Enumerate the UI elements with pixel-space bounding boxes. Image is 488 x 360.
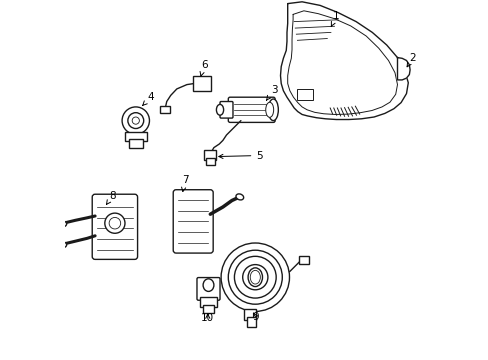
- FancyBboxPatch shape: [204, 150, 216, 160]
- FancyBboxPatch shape: [125, 132, 146, 141]
- FancyBboxPatch shape: [173, 190, 213, 253]
- Ellipse shape: [236, 194, 243, 200]
- FancyBboxPatch shape: [244, 309, 256, 320]
- Circle shape: [122, 107, 149, 134]
- Ellipse shape: [250, 270, 260, 284]
- Circle shape: [242, 265, 267, 290]
- Polygon shape: [280, 2, 407, 120]
- Text: 2: 2: [406, 53, 415, 67]
- FancyBboxPatch shape: [247, 317, 256, 327]
- Ellipse shape: [247, 268, 262, 287]
- FancyBboxPatch shape: [220, 102, 232, 118]
- Circle shape: [221, 243, 289, 311]
- Text: 8: 8: [106, 191, 116, 204]
- FancyBboxPatch shape: [92, 194, 137, 259]
- Text: 3: 3: [266, 85, 277, 100]
- Circle shape: [127, 113, 143, 129]
- Ellipse shape: [59, 242, 66, 248]
- Text: 9: 9: [251, 312, 258, 322]
- Text: 6: 6: [200, 60, 207, 76]
- FancyBboxPatch shape: [205, 158, 214, 165]
- Text: 5: 5: [219, 150, 263, 161]
- Ellipse shape: [265, 102, 273, 117]
- Circle shape: [104, 213, 125, 233]
- FancyBboxPatch shape: [200, 297, 216, 307]
- Text: 10: 10: [201, 312, 214, 323]
- FancyBboxPatch shape: [193, 76, 211, 91]
- Circle shape: [228, 250, 282, 304]
- FancyBboxPatch shape: [128, 139, 142, 148]
- Ellipse shape: [216, 104, 223, 115]
- FancyBboxPatch shape: [228, 97, 275, 122]
- Circle shape: [109, 217, 121, 229]
- FancyBboxPatch shape: [298, 256, 308, 264]
- Ellipse shape: [59, 221, 66, 227]
- Text: 7: 7: [181, 175, 188, 192]
- Polygon shape: [397, 58, 409, 80]
- Text: 4: 4: [142, 92, 154, 105]
- FancyBboxPatch shape: [160, 106, 169, 113]
- FancyBboxPatch shape: [197, 278, 220, 300]
- Circle shape: [234, 256, 276, 298]
- Circle shape: [132, 117, 139, 124]
- Ellipse shape: [203, 279, 213, 292]
- FancyBboxPatch shape: [203, 305, 214, 313]
- Text: 1: 1: [330, 11, 339, 27]
- FancyBboxPatch shape: [296, 89, 312, 100]
- Ellipse shape: [268, 99, 278, 121]
